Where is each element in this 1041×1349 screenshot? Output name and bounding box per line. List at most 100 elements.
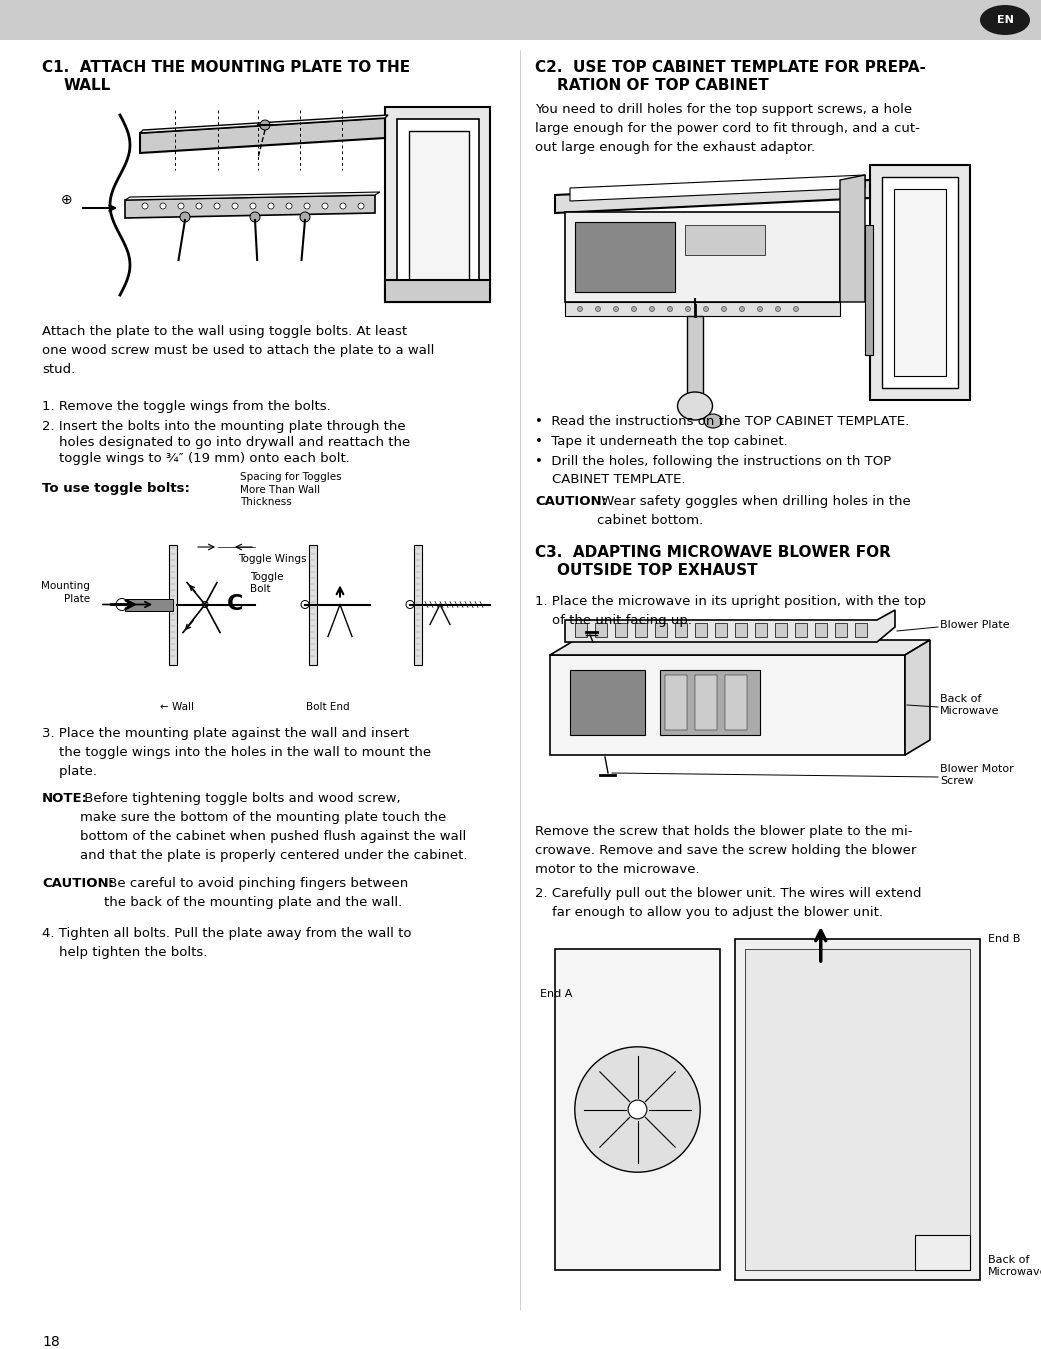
Circle shape <box>793 306 798 312</box>
Bar <box>414 545 422 665</box>
Text: C3.  ADAPTING MICROWAVE BLOWER FOR: C3. ADAPTING MICROWAVE BLOWER FOR <box>535 545 891 560</box>
Bar <box>775 623 787 637</box>
Bar <box>725 674 747 730</box>
Bar <box>735 939 980 1280</box>
Circle shape <box>686 306 690 312</box>
Text: •  Tape it underneath the top cabinet.: • Tape it underneath the top cabinet. <box>535 434 788 448</box>
Bar <box>655 623 667 637</box>
Circle shape <box>304 202 310 209</box>
Text: RATION OF TOP CABINET: RATION OF TOP CABINET <box>557 78 768 93</box>
Bar <box>635 623 648 637</box>
Bar <box>665 674 687 730</box>
Bar <box>575 623 587 637</box>
Circle shape <box>667 306 672 312</box>
Bar <box>595 623 607 637</box>
Text: •  Drill the holes, following the instructions on th TOP
    CABINET TEMPLATE.: • Drill the holes, following the instruc… <box>535 455 891 486</box>
Circle shape <box>250 202 256 209</box>
Polygon shape <box>555 179 870 213</box>
Bar <box>835 623 847 637</box>
Bar <box>565 302 840 316</box>
Text: 1. Remove the toggle wings from the bolts.: 1. Remove the toggle wings from the bolt… <box>42 401 331 413</box>
Polygon shape <box>125 192 380 200</box>
Circle shape <box>721 306 727 312</box>
Text: 1. Place the microwave in its upright position, with the top
    of the unit fac: 1. Place the microwave in its upright po… <box>535 595 926 627</box>
Circle shape <box>406 600 414 608</box>
Circle shape <box>595 306 601 312</box>
Text: Attach the plate to the wall using toggle bolts. At least
one wood screw must be: Attach the plate to the wall using toggl… <box>42 325 434 376</box>
Text: EN: EN <box>996 15 1014 26</box>
Bar <box>735 623 747 637</box>
Bar <box>894 189 946 376</box>
Circle shape <box>613 306 618 312</box>
Text: Before tightening toggle bolts and wood screw,
make sure the bottom of the mount: Before tightening toggle bolts and wood … <box>80 792 467 862</box>
Bar <box>855 623 867 637</box>
Text: To use toggle bolts:: To use toggle bolts: <box>42 482 189 495</box>
Bar <box>865 225 873 355</box>
Text: Blower Plate: Blower Plate <box>940 621 1010 630</box>
Text: holes designated to go into drywall and reattach the: holes designated to go into drywall and … <box>42 436 410 449</box>
Circle shape <box>116 599 128 611</box>
Bar <box>660 670 760 735</box>
Text: Blower Motor
Screw: Blower Motor Screw <box>940 764 1014 786</box>
Bar <box>570 670 645 735</box>
Text: CAUTION:: CAUTION: <box>535 495 607 509</box>
Circle shape <box>301 600 309 608</box>
Bar <box>685 225 765 255</box>
Text: End B: End B <box>988 934 1020 944</box>
Bar <box>125 599 173 611</box>
Text: End A: End A <box>540 989 573 1000</box>
Text: Toggle
Bolt: Toggle Bolt <box>250 572 283 594</box>
Bar <box>915 1234 970 1269</box>
Circle shape <box>628 1099 646 1118</box>
Circle shape <box>650 306 655 312</box>
Bar <box>169 545 177 665</box>
Circle shape <box>739 306 744 312</box>
Text: Back of
Microwave: Back of Microwave <box>940 693 999 716</box>
Circle shape <box>340 202 346 209</box>
Circle shape <box>322 202 328 209</box>
Bar <box>870 165 970 401</box>
Polygon shape <box>565 610 895 642</box>
Circle shape <box>260 120 270 130</box>
Circle shape <box>232 202 238 209</box>
Text: Remove the screw that holds the blower plate to the mi-
crowave. Remove and save: Remove the screw that holds the blower p… <box>535 826 916 876</box>
Circle shape <box>632 306 636 312</box>
Polygon shape <box>139 115 388 134</box>
Text: •  Read the instructions on the TOP CABINET TEMPLATE.: • Read the instructions on the TOP CABIN… <box>535 415 909 428</box>
Bar <box>397 119 479 290</box>
Text: 2. Carefully pull out the blower unit. The wires will extend
    far enough to a: 2. Carefully pull out the blower unit. T… <box>535 888 921 919</box>
Circle shape <box>286 202 291 209</box>
Circle shape <box>704 306 709 312</box>
Bar <box>385 107 490 302</box>
Text: WALL: WALL <box>64 78 111 93</box>
Bar <box>755 623 767 637</box>
Circle shape <box>575 1047 701 1172</box>
Ellipse shape <box>704 414 722 428</box>
Bar <box>687 316 703 406</box>
Text: C: C <box>227 595 244 615</box>
Bar <box>565 212 840 302</box>
Bar <box>575 223 675 291</box>
Circle shape <box>180 212 191 223</box>
Text: Toggle Wings: Toggle Wings <box>238 554 306 564</box>
Bar <box>615 623 627 637</box>
Text: ⊕: ⊕ <box>60 193 72 206</box>
Text: Spacing for Toggles
More Than Wall
Thickness: Spacing for Toggles More Than Wall Thick… <box>240 472 341 507</box>
Text: C1.  ATTACH THE MOUNTING PLATE TO THE: C1. ATTACH THE MOUNTING PLATE TO THE <box>42 59 410 76</box>
Polygon shape <box>550 639 930 656</box>
Text: 3. Place the mounting plate against the wall and insert
    the toggle wings int: 3. Place the mounting plate against the … <box>42 727 431 778</box>
Bar <box>882 177 958 389</box>
Bar <box>695 623 707 637</box>
Bar <box>815 623 827 637</box>
Text: toggle wings to ¾″ (19 mm) onto each bolt.: toggle wings to ¾″ (19 mm) onto each bol… <box>42 452 350 465</box>
Text: 2. Insert the bolts into the mounting plate through the: 2. Insert the bolts into the mounting pl… <box>42 420 406 433</box>
Bar <box>675 623 687 637</box>
Bar <box>715 623 727 637</box>
Circle shape <box>178 202 184 209</box>
Text: You need to drill holes for the top support screws, a hole
large enough for the : You need to drill holes for the top supp… <box>535 103 920 154</box>
Polygon shape <box>905 639 930 755</box>
Bar <box>795 623 807 637</box>
Circle shape <box>214 202 220 209</box>
Text: Bolt End: Bolt End <box>306 701 350 712</box>
Text: Back of
Microwave: Back of Microwave <box>988 1255 1041 1278</box>
